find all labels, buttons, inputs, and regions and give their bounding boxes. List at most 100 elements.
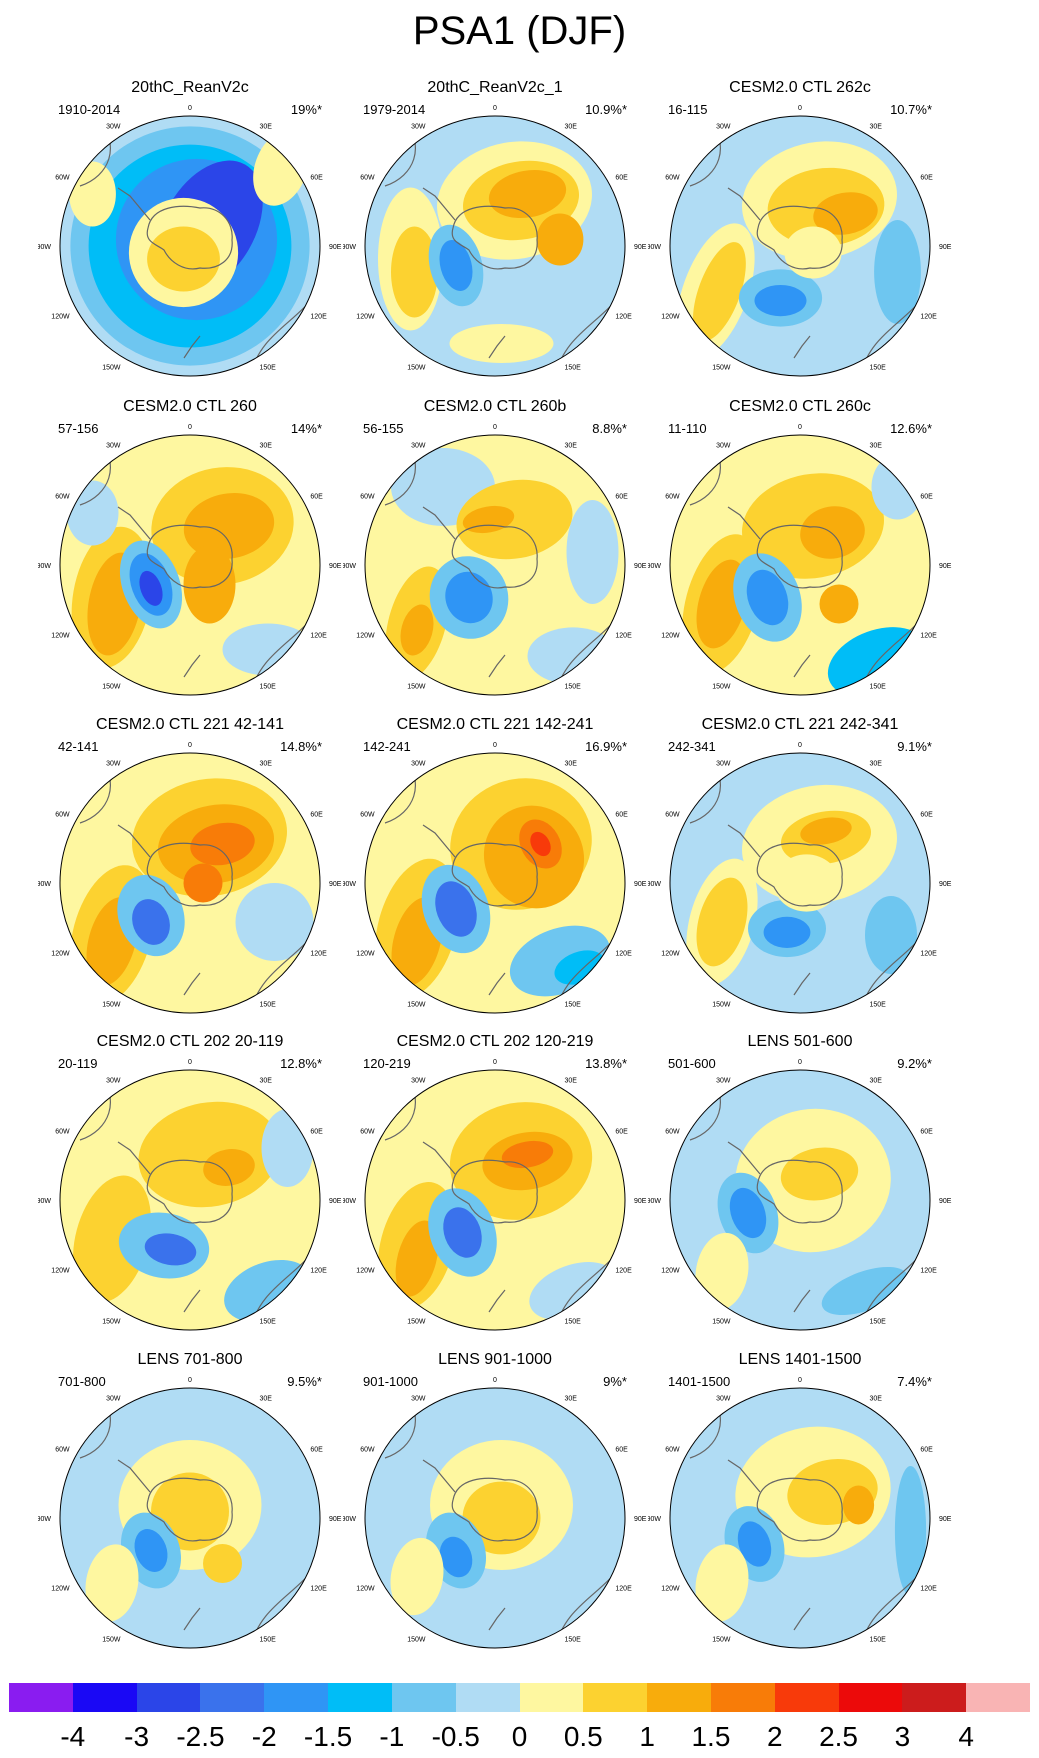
longitude-label: 30E — [870, 761, 883, 768]
longitude-label: 120E — [310, 1586, 327, 1593]
colorbar: -4 -3 -2.5 -2 -1.5 -1 -0.5 0 0.5 1 1.5 2 2.5 3 4 — [9, 1683, 1031, 1753]
contour-region — [530, 831, 551, 857]
polar-map: 030E60E90E120E150E180150W120W90W60W30W — [648, 742, 952, 1014]
colorbar-swatch — [264, 1683, 329, 1712]
map-panel: LENS 901-1000 901-1000 9%* 0 30E 60E 90E 120E 15… — [343, 1350, 647, 1650]
contour-region — [439, 1536, 473, 1578]
longitude-label: 30W — [716, 761, 731, 768]
polar-map: 030E60E90E120E150E180150W120W90W60W30W — [38, 1377, 342, 1649]
longitude-label: 90W — [648, 1516, 661, 1523]
polar-map: 030E60E90E120E150E180150W120W90W60W30W — [38, 424, 342, 696]
longitude-label: 0 — [188, 424, 192, 431]
panel-title: CESM2.0 CTL 202 20-119 — [96, 1033, 284, 1050]
colorbar-swatch — [9, 1683, 74, 1712]
longitude-label: 90W — [38, 1516, 51, 1523]
longitude-label: 60E — [615, 175, 628, 182]
longitude-label: 150E — [870, 1318, 887, 1325]
coastline-antarctica — [451, 1477, 538, 1542]
longitude-label: 0 — [493, 1059, 497, 1066]
map-boundary — [669, 1387, 931, 1649]
coastline-antarctica — [146, 1477, 233, 1542]
longitude-label: 120E — [920, 1586, 937, 1593]
longitude-label: 90W — [648, 563, 661, 570]
map-panel: CESM2.0 CTL 260 57-156 14%* 0 30E 60E 90E 120E 1… — [38, 397, 342, 697]
longitude-label: 30E — [260, 1078, 273, 1085]
contour-region — [390, 1537, 444, 1616]
longitude-label: 60W — [360, 494, 375, 501]
longitude-label: 30E — [260, 443, 273, 450]
contour-region — [536, 213, 584, 266]
colorbar-tick-label: 0 — [511, 1721, 528, 1752]
panel-period: 501-600 — [668, 1056, 716, 1071]
map-panel: CESM2.0 CTL 262c 16-115 10.7%* 0 30E 60E 90E 12… — [648, 78, 952, 378]
contour-region — [439, 240, 473, 291]
longitude-label: 60W — [665, 494, 680, 501]
panel-title: CESM2.0 CTL 262c — [729, 79, 871, 96]
longitude-label: 90W — [343, 881, 356, 888]
contour-region — [443, 1207, 482, 1258]
longitude-label: 30W — [106, 124, 121, 131]
longitude-label: 150W — [102, 683, 121, 690]
longitude-label: 150W — [102, 364, 121, 371]
longitude-label: 120E — [615, 1268, 632, 1275]
longitude-label: 30W — [106, 443, 121, 450]
longitude-label: 30W — [411, 443, 426, 450]
colorbar-swatch — [328, 1683, 393, 1712]
longitude-label: 60W — [665, 812, 680, 819]
longitude-label: 150W — [712, 1001, 731, 1008]
coastline-antarctica — [146, 524, 233, 589]
longitude-label: 0 — [798, 424, 802, 431]
contour-region — [501, 1140, 554, 1169]
longitude-label: 150E — [260, 683, 277, 690]
longitude-label: 30E — [870, 1078, 883, 1085]
longitude-label: 150E — [260, 364, 277, 371]
longitude-label: 90E — [939, 563, 952, 570]
map-boundary — [669, 1069, 931, 1331]
map-boundary — [59, 115, 321, 377]
contour-region — [391, 226, 438, 318]
longitude-label: 90E — [939, 881, 952, 888]
longitude-label: 120W — [51, 1586, 70, 1593]
longitude-label: 150W — [102, 1636, 121, 1643]
contour-region — [183, 545, 236, 624]
panel-period: 901-1000 — [363, 1374, 418, 1389]
contour-region — [746, 569, 789, 626]
map-panel: 20thC_ReanV2c 1910-2014 19%* 0 30E 60E 90E 120E… — [38, 78, 342, 378]
longitude-label: 150E — [565, 1318, 582, 1325]
longitude-label: 0 — [188, 742, 192, 749]
panel-period: 16-115 — [668, 102, 708, 117]
longitude-label: 30W — [716, 443, 731, 450]
colorbar-tick-label: -2.5 — [176, 1721, 225, 1752]
longitude-label: 90E — [329, 1198, 342, 1205]
panel-title: LENS 901-1000 — [438, 1351, 552, 1368]
longitude-label: 30W — [411, 1078, 426, 1085]
colorbar-swatch — [838, 1683, 903, 1712]
colorbar-swatch — [391, 1683, 457, 1712]
panel-variance: 9.1%* — [897, 739, 932, 754]
colorbar-swatch — [902, 1683, 967, 1712]
longitude-label: 30E — [870, 443, 883, 450]
map-boundary — [669, 752, 931, 1014]
panel-title: CESM2.0 CTL 260 — [123, 398, 257, 415]
contour-region — [784, 226, 842, 279]
longitude-label: 60W — [665, 1447, 680, 1454]
polar-map: 030E60E90E120E150E180150W120W90W60W30W — [38, 105, 342, 377]
panel-variance: 13.8%* — [585, 1056, 627, 1071]
panel-period: 56-155 — [363, 421, 404, 436]
longitude-label: 60E — [920, 175, 933, 182]
colorbar-swatch — [136, 1683, 201, 1712]
coastline-antarctica — [756, 1477, 843, 1542]
polar-map: 030E60E90E120E150E180150W120W90W60W30W — [648, 424, 952, 696]
map-panel: CESM2.0 CTL 221 242-341 242-341 9.1%* 0 30E 6… — [648, 715, 952, 1015]
longitude-label: 120W — [661, 951, 680, 958]
longitude-label: 120E — [615, 951, 632, 958]
polar-map: 030E60E90E120E150E180150W120W90W60W30W — [38, 1059, 342, 1331]
contour-region — [85, 1544, 139, 1622]
longitude-label: 150W — [407, 1001, 426, 1008]
longitude-label: 90E — [329, 1516, 342, 1523]
contour-region — [842, 1485, 875, 1525]
coastline-antarctica — [451, 842, 538, 907]
longitude-label: 90W — [38, 563, 51, 570]
longitude-label: 150E — [870, 683, 887, 690]
longitude-label: 150E — [565, 1636, 582, 1643]
